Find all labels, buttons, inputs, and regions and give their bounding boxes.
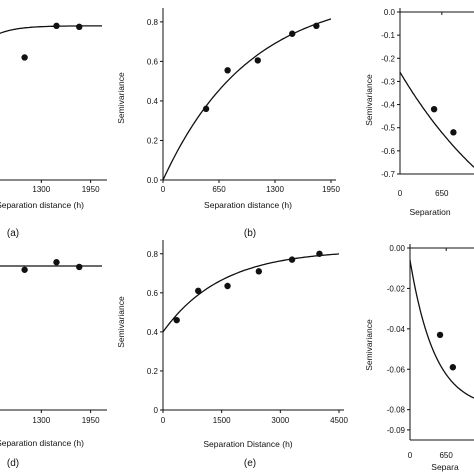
panel-d: 1300 1950 Separation distance (h) (d)	[0, 259, 107, 469]
fitted-model-curve	[409, 259, 474, 399]
y-tick-label: 0.2	[147, 136, 159, 145]
x-tick-label: 1500	[213, 416, 231, 425]
y-tick-label: -0.7	[381, 170, 395, 179]
x-tick-label: 0	[161, 185, 166, 194]
y-tick-label: -0.04	[387, 325, 406, 334]
y-tick-label: 0.2	[147, 367, 159, 376]
x-tick-label: 1950	[82, 185, 100, 194]
x-tick-label: 1300	[32, 416, 50, 425]
x-tick-label: 0	[408, 451, 413, 460]
panel-c: 0.0 -0.1 -0.2 -0.3 -0.4 -0.5 -0.6 -0.7 Semivaria…	[364, 8, 474, 217]
y-tick-label: 0.4	[147, 97, 159, 106]
panel-label: (e)	[244, 458, 256, 469]
y-tick-label: 0.8	[147, 18, 159, 27]
data-point	[313, 22, 320, 30]
panel-label: (d)	[7, 458, 19, 469]
x-tick-label: 3000	[271, 416, 289, 425]
data-point	[254, 57, 261, 64]
y-tick-label: 0.0	[147, 176, 159, 185]
fitted-model-curve	[162, 18, 332, 181]
data-point	[173, 316, 180, 324]
data-point	[21, 54, 28, 61]
y-tick-label: -0.3	[381, 77, 395, 86]
panel-a: 1300 1950 Separation distance (h) (a)	[0, 22, 107, 239]
x-tick-label: 1300	[266, 185, 284, 194]
data-point	[224, 282, 231, 290]
y-tick-label: 0	[154, 406, 159, 415]
x-tick-label: 650	[435, 189, 449, 198]
panel-label: (a)	[7, 228, 19, 239]
panel-label: (b)	[244, 228, 256, 239]
y-tick-label: 0.4	[147, 328, 159, 337]
y-axis-label: Semivariance	[116, 72, 126, 124]
data-point	[289, 30, 296, 37]
data-point	[255, 268, 263, 275]
data-point	[288, 256, 296, 263]
y-tick-label: 0.0	[384, 8, 396, 17]
y-tick-label: 0.6	[147, 57, 159, 66]
y-tick-label: -0.6	[381, 147, 395, 156]
x-axis-label: Separation Distance (h)	[203, 439, 292, 449]
fitted-model-curve	[0, 25, 102, 35]
x-tick-label: 0	[398, 189, 403, 198]
data-point	[53, 259, 60, 266]
x-tick-label: 1950	[322, 185, 340, 194]
y-tick-label: 0.6	[147, 289, 159, 298]
y-axis-label: Semivariance	[116, 296, 126, 348]
data-point	[202, 105, 210, 113]
data-point	[53, 22, 60, 30]
data-point	[21, 266, 28, 273]
data-point	[436, 331, 444, 339]
y-tick-label: 0.00	[389, 244, 405, 253]
y-tick-label: -0.1	[381, 31, 395, 40]
x-tick-label: 1950	[82, 416, 100, 425]
data-point	[76, 263, 83, 271]
y-tick-label: -0.5	[381, 124, 395, 133]
y-tick-label: -0.08	[387, 406, 406, 415]
data-point	[449, 364, 457, 371]
x-axis-label: Separation distance (h)	[204, 200, 292, 210]
panel-f: 0.00 -0.02 -0.04 -0.06 -0.08 -0.09 Semivarianc…	[364, 244, 474, 472]
x-axis-label: Separa	[431, 462, 459, 472]
data-point	[224, 67, 231, 74]
fitted-model-curve	[399, 71, 474, 168]
y-tick-label: -0.06	[387, 365, 406, 374]
y-tick-label: -0.4	[381, 101, 395, 110]
y-tick-label: 0.8	[147, 250, 159, 259]
y-axis-label: Semivariance	[364, 74, 374, 126]
data-point	[195, 287, 202, 295]
panel-e: 0 0.2 0.4 0.6 0.8 Semivariance 0 1500 3000 4500 Se…	[116, 240, 348, 469]
panel-b: 0.0 0.2 0.4 0.6 0.8 Semivariance 0 650 1300 1950 S…	[116, 8, 340, 239]
data-point	[450, 129, 457, 136]
x-tick-label: 650	[439, 451, 453, 460]
x-axis-label: Separation distance (h)	[0, 438, 84, 448]
x-tick-label: 0	[161, 416, 166, 425]
x-tick-label: 1300	[32, 185, 50, 194]
x-tick-label: 4500	[330, 416, 348, 425]
x-axis-label: Separation distance (h)	[0, 200, 84, 210]
y-tick-label: -0.02	[387, 284, 406, 293]
y-tick-label: -0.09	[387, 426, 406, 435]
fitted-model-curve	[162, 253, 340, 333]
y-axis-label: Semivariance	[364, 319, 374, 371]
x-tick-label: 650	[212, 185, 226, 194]
y-tick-label: -0.2	[381, 54, 395, 63]
data-point	[76, 23, 83, 31]
data-point	[430, 106, 438, 113]
data-point	[316, 250, 323, 257]
x-axis-label: Separation	[409, 207, 450, 217]
